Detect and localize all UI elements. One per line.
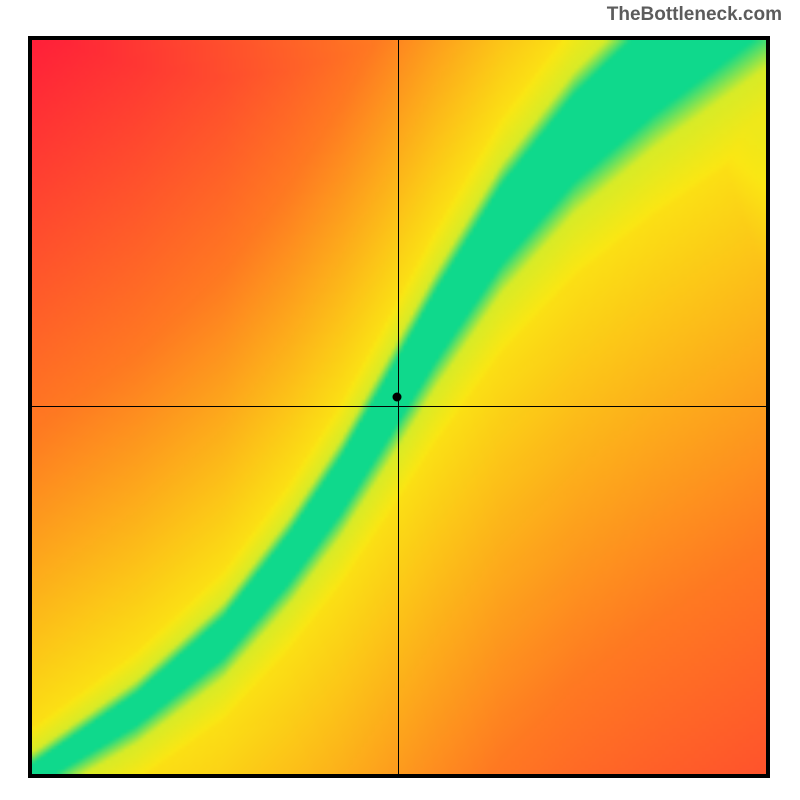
attribution-label: TheBottleneck.com <box>607 4 782 26</box>
chart-container: TheBottleneck.com <box>0 0 800 800</box>
plot-area <box>28 36 770 778</box>
heatmap-canvas <box>32 40 766 774</box>
